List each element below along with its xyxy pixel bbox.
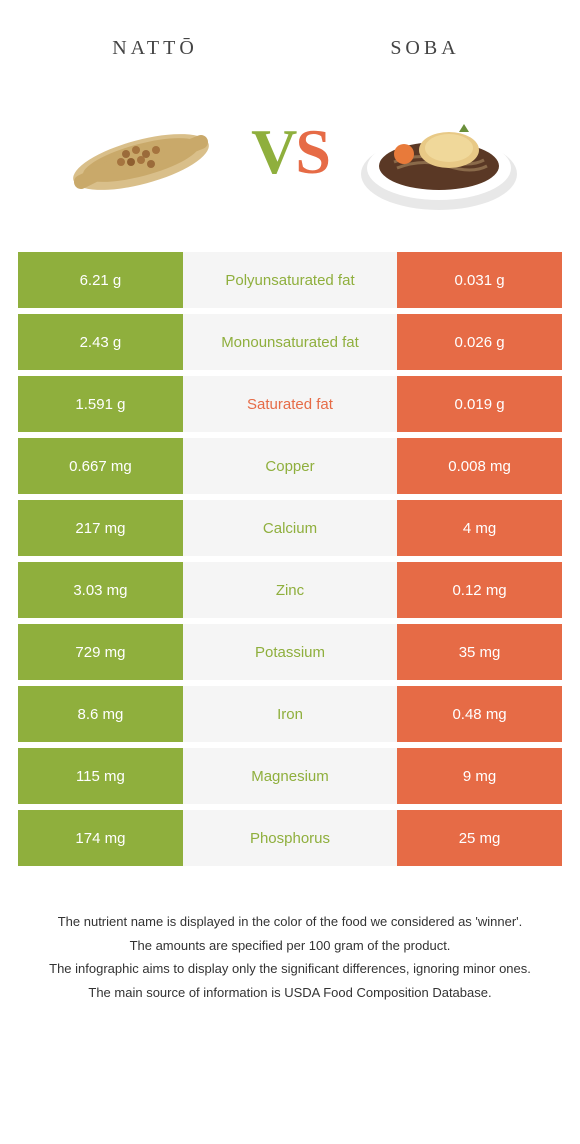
right-value: 0.031 g: [397, 252, 562, 308]
left-value: 0.667 mg: [18, 438, 183, 494]
right-value: 0.026 g: [397, 314, 562, 370]
left-value: 8.6 mg: [18, 686, 183, 742]
left-value: 729 mg: [18, 624, 183, 680]
table-row: 729 mgPotassium35 mg: [18, 624, 562, 680]
table-row: 217 mgCalcium4 mg: [18, 500, 562, 556]
vs-label: VS: [251, 115, 329, 189]
table-row: 8.6 mgIron0.48 mg: [18, 686, 562, 742]
nutrient-table: 6.21 gPolyunsaturated fat0.031 g 2.43 gMo…: [0, 252, 580, 866]
nutrient-label: Copper: [183, 438, 397, 494]
right-value: 0.12 mg: [397, 562, 562, 618]
table-row: 6.21 gPolyunsaturated fat0.031 g: [18, 252, 562, 308]
right-value: 4 mg: [397, 500, 562, 556]
vs-v-letter: V: [251, 116, 295, 187]
left-value: 217 mg: [18, 500, 183, 556]
footnote-line: The infographic aims to display only the…: [30, 959, 550, 979]
nutrient-label: Saturated fat: [183, 376, 397, 432]
nutrient-label: Monounsaturated fat: [183, 314, 397, 370]
right-value: 25 mg: [397, 810, 562, 866]
nutrient-label: Magnesium: [183, 748, 397, 804]
table-row: 1.591 gSaturated fat0.019 g: [18, 376, 562, 432]
right-value: 0.019 g: [397, 376, 562, 432]
table-row: 174 mgPhosphorus25 mg: [18, 810, 562, 866]
natto-image: [51, 82, 231, 222]
footnote-line: The nutrient name is displayed in the co…: [30, 912, 550, 932]
vs-row: VS: [0, 82, 580, 252]
footnotes: The nutrient name is displayed in the co…: [0, 872, 580, 1026]
right-value: 0.48 mg: [397, 686, 562, 742]
right-value: 35 mg: [397, 624, 562, 680]
soba-image: [349, 82, 529, 222]
right-value: 0.008 mg: [397, 438, 562, 494]
left-value: 1.591 g: [18, 376, 183, 432]
vs-s-letter: S: [295, 116, 329, 187]
right-value: 9 mg: [397, 748, 562, 804]
left-value: 6.21 g: [18, 252, 183, 308]
footnote-line: The amounts are specified per 100 gram o…: [30, 936, 550, 956]
table-row: 3.03 mgZinc0.12 mg: [18, 562, 562, 618]
header: nattō soba: [0, 0, 580, 82]
left-value: 115 mg: [18, 748, 183, 804]
table-row: 115 mgMagnesium9 mg: [18, 748, 562, 804]
right-food-title: soba: [290, 30, 560, 62]
left-value: 3.03 mg: [18, 562, 183, 618]
left-food-title: nattō: [20, 30, 290, 62]
nutrient-label: Iron: [183, 686, 397, 742]
table-row: 2.43 gMonounsaturated fat0.026 g: [18, 314, 562, 370]
nutrient-label: Calcium: [183, 500, 397, 556]
nutrient-label: Potassium: [183, 624, 397, 680]
nutrient-label: Phosphorus: [183, 810, 397, 866]
nutrient-label: Polyunsaturated fat: [183, 252, 397, 308]
left-value: 2.43 g: [18, 314, 183, 370]
table-row: 0.667 mgCopper0.008 mg: [18, 438, 562, 494]
footnote-line: The main source of information is USDA F…: [30, 983, 550, 1003]
nutrient-label: Zinc: [183, 562, 397, 618]
left-value: 174 mg: [18, 810, 183, 866]
